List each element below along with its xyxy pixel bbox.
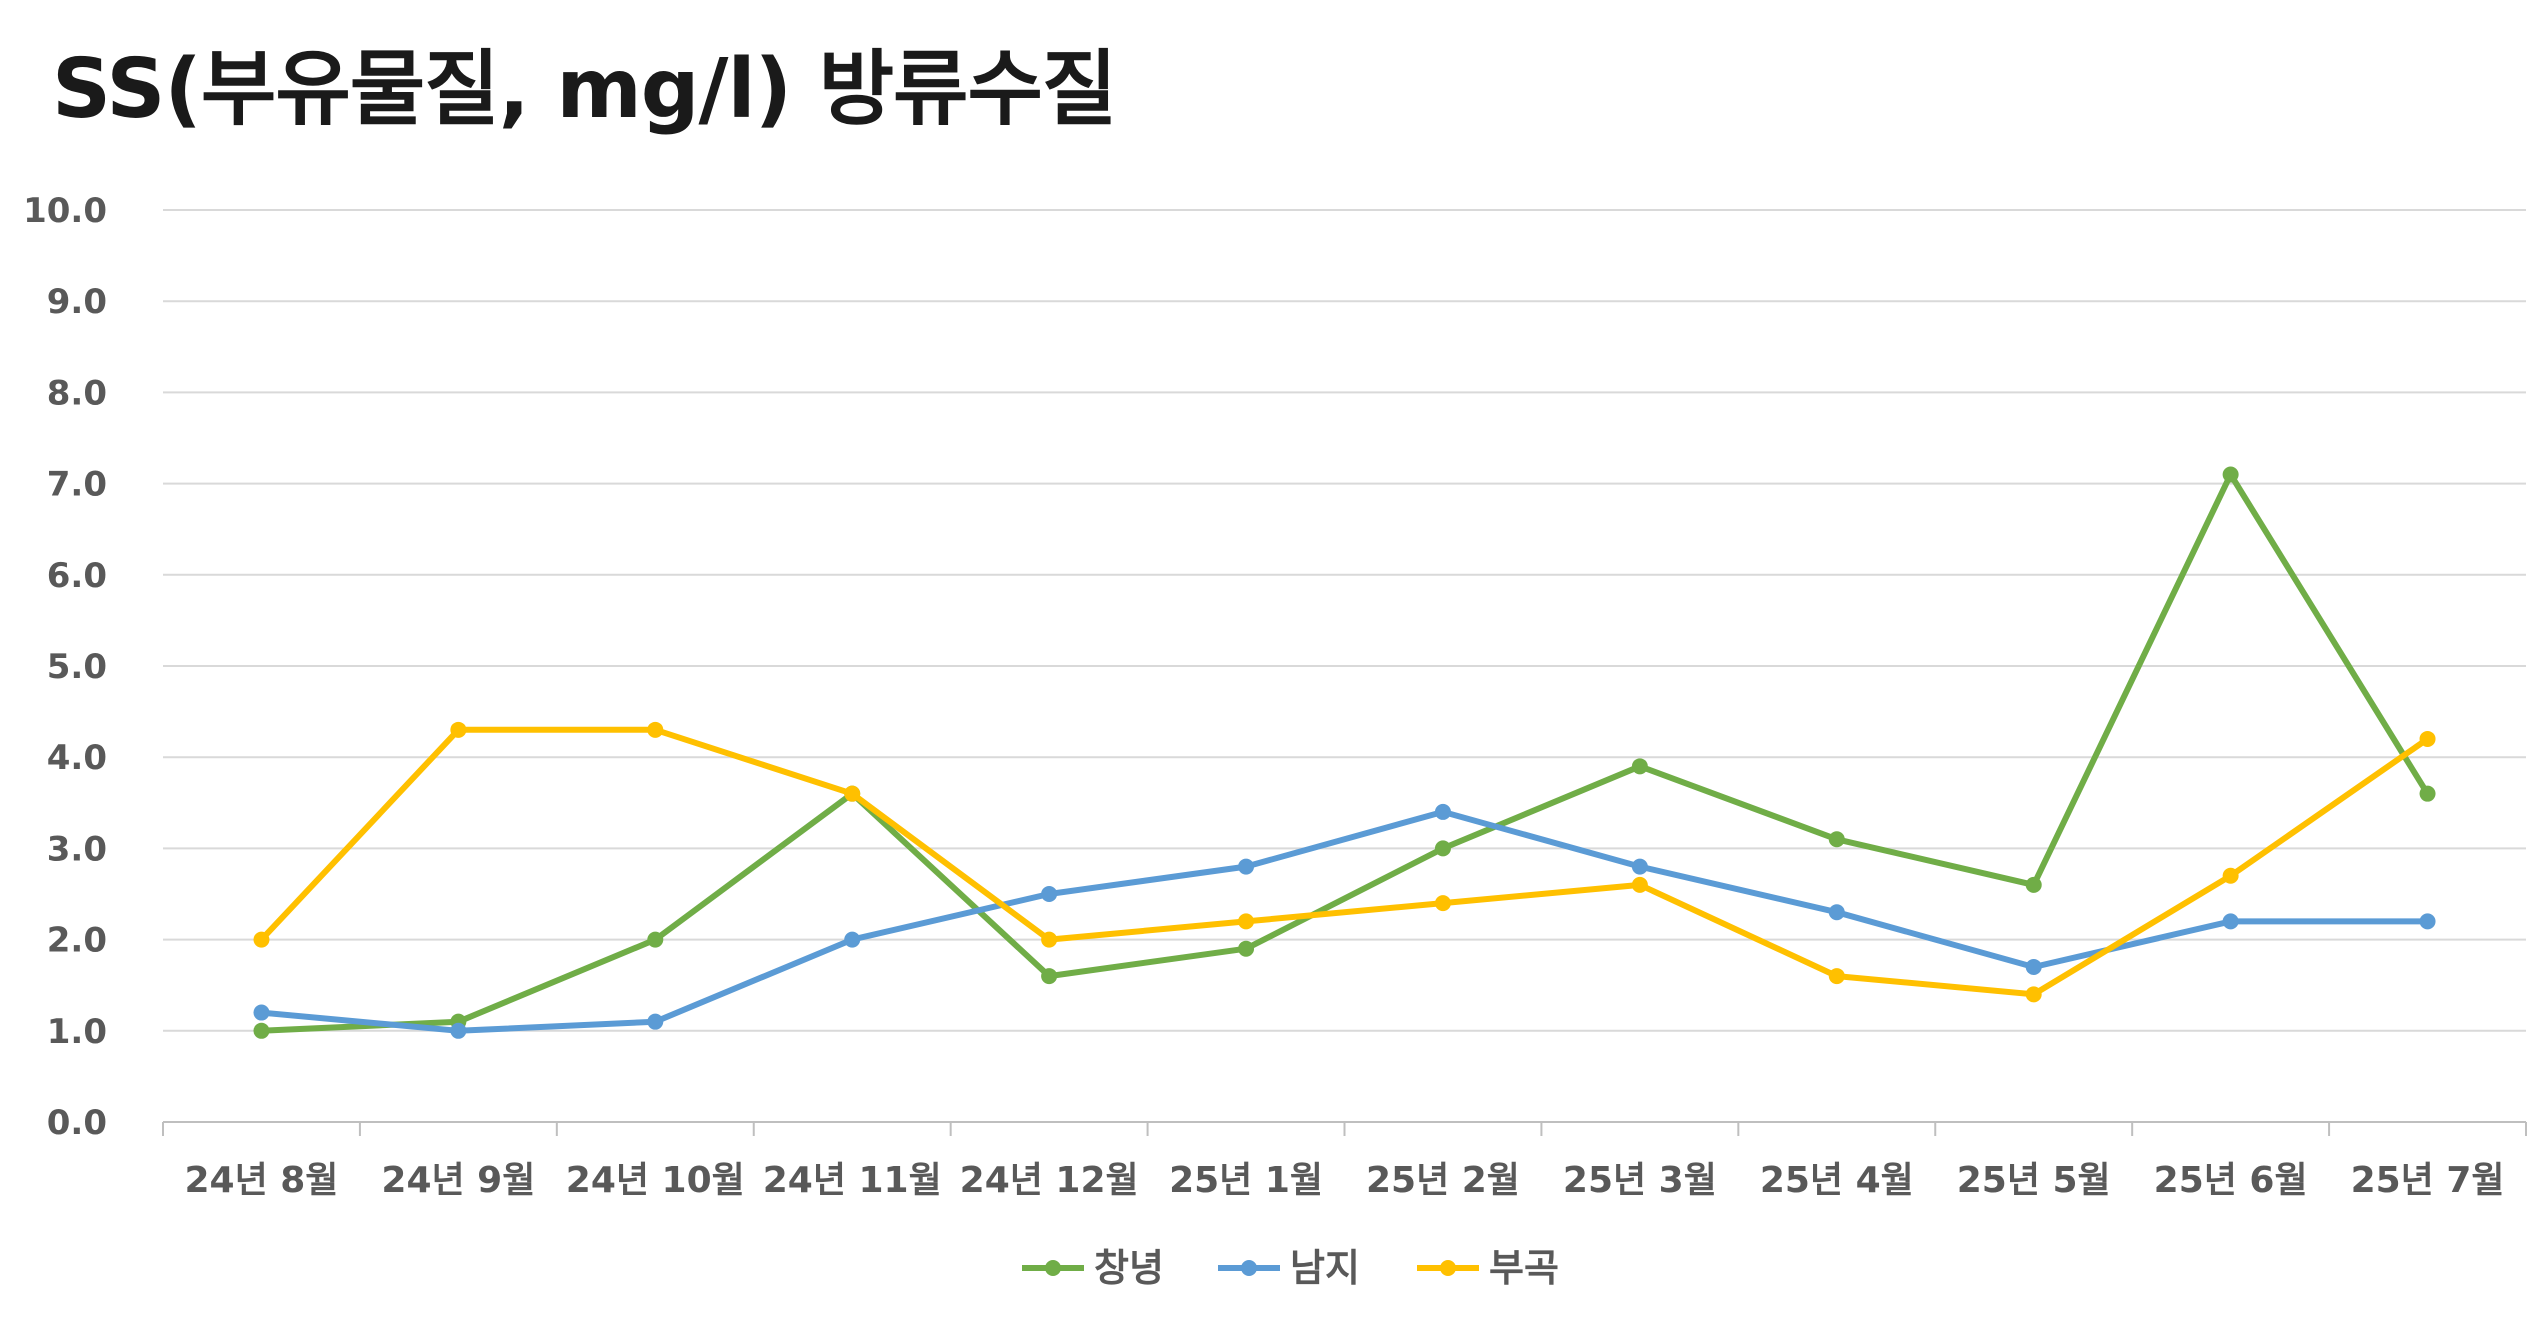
data-point [2025, 986, 2042, 1003]
data-point [647, 721, 664, 738]
x-tick-label: 25년 2월 [1366, 1160, 1520, 1201]
data-point [1041, 931, 1058, 948]
y-tick-label: 7.0 [47, 465, 107, 505]
y-tick-label: 6.0 [47, 556, 107, 596]
y-tick-label: 2.0 [47, 921, 107, 961]
y-tick-label: 5.0 [47, 647, 107, 687]
x-tick-label: 25년 1월 [1169, 1160, 1323, 1201]
x-tick-label: 25년 4월 [1760, 1160, 1914, 1201]
data-point [1828, 968, 1845, 985]
data-point [1238, 913, 1255, 930]
x-tick-label: 25년 5월 [1957, 1160, 2111, 1201]
data-point [1434, 803, 1451, 820]
x-tick-label: 25년 3월 [1563, 1160, 1717, 1201]
y-tick-label: 3.0 [47, 829, 107, 869]
data-point [450, 1022, 467, 1039]
y-tick-label: 9.0 [47, 282, 107, 322]
data-point [844, 785, 861, 802]
data-point [844, 931, 861, 948]
x-tick-label: 24년 12월 [960, 1160, 1139, 1201]
legend-label: 남지 [1290, 1246, 1360, 1290]
data-point [2222, 867, 2239, 884]
chart-title: SS(부유물질, mg/l) 방류수질 [52, 42, 1117, 137]
legend-swatch-marker [1440, 1260, 1456, 1276]
data-point [2419, 913, 2436, 930]
data-point [1434, 840, 1451, 857]
data-point [647, 1013, 664, 1030]
data-point [1238, 940, 1255, 957]
data-point [253, 931, 270, 948]
data-point [253, 1004, 270, 1021]
x-tick-label: 25년 7월 [2351, 1160, 2505, 1201]
y-tick-label: 1.0 [47, 1012, 107, 1052]
x-tick-label: 25년 6월 [2154, 1160, 2308, 1201]
x-tick-label: 24년 10월 [566, 1160, 745, 1201]
data-point [1041, 886, 1058, 902]
legend: 창녕 남지 부곡 [1022, 1246, 1559, 1290]
data-point [1631, 876, 1648, 893]
y-tick-label: 0.0 [47, 1103, 107, 1143]
data-point [253, 1022, 270, 1039]
x-tick-label: 24년 8월 [184, 1160, 338, 1201]
y-tick-label: 8.0 [47, 373, 107, 413]
data-point [1631, 858, 1648, 875]
legend-swatch-marker [1045, 1260, 1061, 1276]
y-tick-label: 4.0 [47, 738, 107, 778]
data-point [450, 721, 467, 738]
legend-label: 부곡 [1489, 1246, 1559, 1290]
axis-layer: 0.0 1.0 2.0 3.0 4.0 5.0 6.0 7.0 8.0 9.0 10.0 24년 8월… [23, 191, 2527, 1201]
y-tick-label: 10.0 [23, 191, 107, 231]
series-layer [253, 466, 2436, 1039]
series-line [258, 471, 2431, 1034]
data-point [647, 931, 664, 948]
legend-label: 창녕 [1094, 1246, 1164, 1290]
grid-layer [163, 209, 2526, 1032]
data-point [2419, 730, 2436, 747]
data-point [2419, 785, 2436, 802]
data-point [1238, 858, 1255, 875]
series-line [258, 808, 2431, 1034]
data-point [1828, 831, 1845, 848]
data-point [1041, 968, 1058, 985]
legend-swatch-marker [1241, 1260, 1257, 1276]
data-point [1828, 904, 1845, 921]
data-point [2025, 876, 2042, 893]
series-line [258, 726, 2431, 998]
data-point [2222, 913, 2239, 930]
data-point [2025, 958, 2042, 975]
x-tick-label: 24년 9월 [381, 1160, 535, 1201]
data-point [1631, 758, 1648, 775]
data-point [2222, 466, 2239, 483]
data-point [1434, 895, 1451, 912]
x-tick-label: 24년 11월 [763, 1160, 942, 1201]
